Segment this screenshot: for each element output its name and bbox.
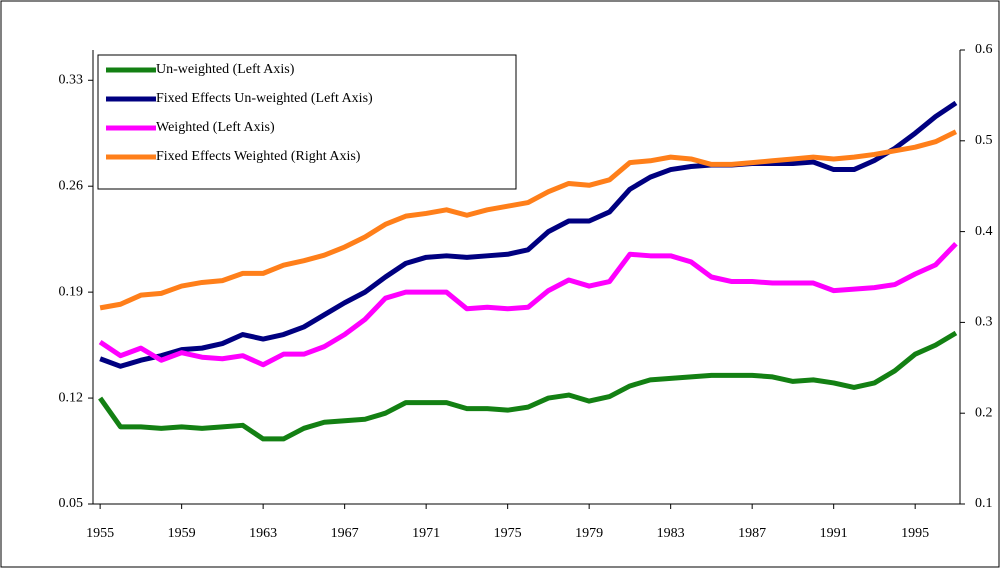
y2-tick-label: 0.4: [975, 224, 993, 239]
series-line: [98, 330, 958, 442]
x-tick-label: 1995: [901, 526, 929, 541]
x-tick-label: 1975: [494, 526, 522, 541]
series-line: [99, 100, 958, 369]
x-tick-label: 1967: [331, 526, 359, 541]
y-tick-label: 0.26: [59, 178, 84, 193]
series-line: [99, 129, 958, 311]
y2-tick-label: 0.1: [975, 496, 993, 511]
y-tick-label: 0.05: [59, 496, 84, 511]
x-tick-label: 1959: [168, 526, 196, 541]
x-tick-label: 1987: [738, 526, 766, 541]
x-tick-label: 1979: [575, 526, 603, 541]
x-tick-label: 1963: [249, 526, 277, 541]
x-tick-label: 1983: [657, 526, 685, 541]
y2-tick-label: 0.5: [975, 133, 993, 148]
y-tick-label: 0.33: [59, 72, 84, 87]
y-tick-label: 0.19: [59, 284, 84, 299]
legend-label: Fixed Effects Un-weighted (Left Axis): [156, 91, 373, 106]
x-tick-label: 1955: [86, 526, 114, 541]
x-tick-label: 1991: [820, 526, 848, 541]
x-tick-label: 1971: [412, 526, 440, 541]
legend-label: Weighted (Left Axis): [156, 120, 275, 135]
legend-label: Fixed Effects Weighted (Right Axis): [156, 149, 361, 164]
legend-box: [97, 54, 517, 190]
series-line: [98, 241, 958, 368]
y2-tick-label: 0.2: [975, 405, 993, 420]
y2-tick-label: 0.3: [975, 315, 993, 330]
y-tick-label: 0.12: [59, 390, 84, 405]
y2-tick-label: 0.6: [975, 42, 993, 57]
legend-label: Un-weighted (Left Axis): [156, 62, 295, 77]
